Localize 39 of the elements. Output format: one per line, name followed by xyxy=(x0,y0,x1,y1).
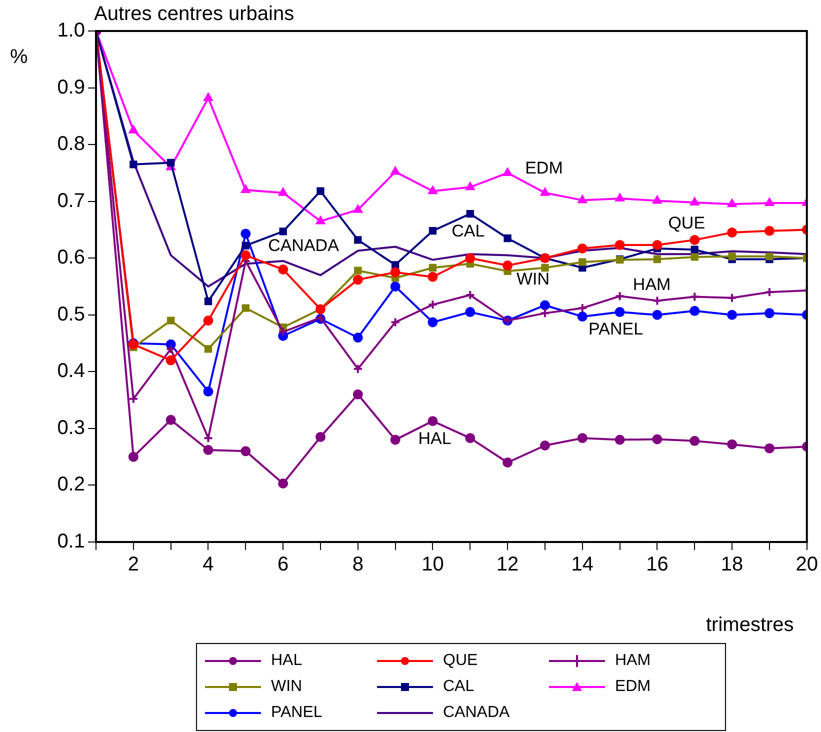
text: CAL xyxy=(452,222,485,241)
x-tick-label: 20 xyxy=(796,554,818,576)
text: HAM xyxy=(632,274,671,294)
y-tick-label: 0.9 xyxy=(57,76,85,98)
y-tick-label: 0.7 xyxy=(57,190,85,212)
y-tick-label: 0.8 xyxy=(57,133,85,156)
y-tick-label: 0.1 xyxy=(57,530,85,553)
x-tick-label: 4 xyxy=(202,554,214,576)
text: EDM xyxy=(525,158,563,178)
x-tick-label: 18 xyxy=(720,554,744,576)
x-tick-label: 6 xyxy=(278,554,289,576)
text: PANEL xyxy=(588,320,644,339)
x-tick-label: 12 xyxy=(496,554,519,576)
y-axis-title: % xyxy=(10,46,28,69)
legend-label: QUE xyxy=(443,652,478,670)
x-axis-title: trimestres xyxy=(706,614,794,637)
legend-label: HAM xyxy=(615,652,651,670)
x-tick-label: 8 xyxy=(352,554,364,576)
x-tick-label: 2 xyxy=(128,554,139,576)
legend-label: HAL xyxy=(271,652,302,670)
y-tick-label: 0.2 xyxy=(57,474,85,496)
chart-title: Autres centres urbains xyxy=(94,3,294,26)
y-tick-label: 1.0 xyxy=(57,20,85,42)
y-tick-label: 0.4 xyxy=(57,360,85,382)
legend-label: EDM xyxy=(615,678,651,696)
text: CANADA xyxy=(268,236,339,255)
legend-label: CANADA xyxy=(443,704,510,722)
text: WIN xyxy=(516,269,550,288)
legend-label: WIN xyxy=(271,678,302,696)
x-tick-label: 10 xyxy=(422,554,444,576)
y-tick-label: 0.6 xyxy=(57,246,85,269)
text: QUE xyxy=(668,214,706,233)
text: HAL xyxy=(418,428,452,448)
y-tick-label: 0.5 xyxy=(57,303,85,326)
x-tick-label: 16 xyxy=(646,554,668,576)
x-tick-label: 14 xyxy=(571,554,594,576)
legend-label: PANEL xyxy=(271,704,322,722)
legend-label: CAL xyxy=(443,678,474,696)
y-tick-label: 0.3 xyxy=(57,416,85,439)
